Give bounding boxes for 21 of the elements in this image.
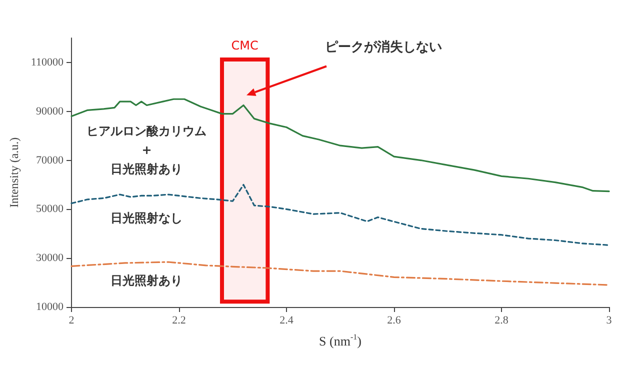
x-tick-label: 2.4 (280, 314, 294, 326)
y-tick-label: 50000 (36, 203, 64, 216)
y-tick-label: 30000 (36, 252, 64, 264)
y-tick-label: 90000 (36, 105, 64, 118)
x-tick-label: 2.6 (387, 314, 402, 326)
y-tick-label: 10000 (36, 301, 64, 313)
x-tick-label: 2 (68, 314, 74, 326)
y-tick-label: 110000 (30, 56, 64, 68)
x-tick-label: 2.8 (494, 314, 509, 326)
series-label: 日光照射あり (110, 274, 183, 288)
line-series (70, 98, 610, 192)
x-tick-label: 3 (606, 314, 612, 326)
line-series (70, 261, 610, 286)
x-tick-label: 2.2 (172, 314, 186, 326)
line-series (70, 184, 610, 246)
series-label: 日光照射なし (110, 210, 183, 225)
y-tick-label: 70000 (36, 154, 64, 166)
band-label: CMC (231, 38, 258, 53)
series-label: ヒアルロン酸カリウム + 日光照射あり (86, 124, 207, 176)
y-axis-title: Intensity (a.u.) (7, 137, 21, 208)
annotation: ピークが消失しない (324, 40, 442, 55)
